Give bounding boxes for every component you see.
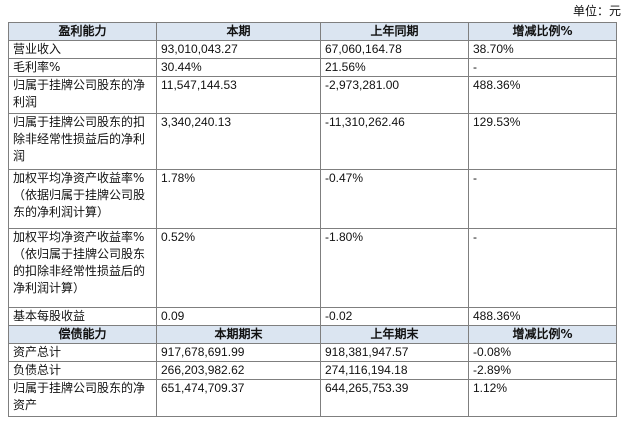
change-value: - (468, 169, 617, 229)
row-label: 加权平均净资产收益率%（依据归属于挂牌公司股东的净利润计算） (8, 169, 157, 229)
row-label: 毛利率% (8, 58, 157, 77)
row-label: 营业收入 (8, 40, 157, 59)
current-value: 917,678,691.99 (156, 343, 321, 362)
table-row: 归属于挂牌公司股东的净资产 651,474,709.37 644,265,753… (8, 379, 617, 417)
change-value: - (468, 228, 617, 308)
row-label: 基本每股收益 (8, 307, 157, 326)
prior-value: -0.47% (320, 169, 469, 229)
row-label: 资产总计 (8, 343, 157, 362)
change-value: 488.36% (468, 307, 617, 326)
prior-value: 918,381,947.57 (320, 343, 469, 362)
prior-value: -11,310,262.46 (320, 113, 469, 170)
header-current-period: 本期 (156, 22, 321, 41)
header-solvency: 偿债能力 (8, 325, 157, 344)
current-value: 266,203,982.62 (156, 361, 321, 380)
change-value: -2.89% (468, 361, 617, 380)
row-label: 加权平均净资产收益率%（依归属于挂牌公司股东的扣除非经常性损益后的净利润计算） (8, 228, 157, 308)
header-prior-period: 上年同期 (320, 22, 469, 41)
table-row: 营业收入 93,010,043.27 67,060,164.78 38.70% (8, 40, 617, 59)
change-value: 488.36% (468, 76, 617, 114)
row-label: 归属于挂牌公司股东的净利润 (8, 76, 157, 114)
table-row: 基本每股收益 0.09 -0.02 488.36% (8, 307, 617, 326)
table-row: 加权平均净资产收益率%（依据归属于挂牌公司股东的净利润计算） 1.78% -0.… (8, 169, 617, 229)
prior-value: 21.56% (320, 58, 469, 77)
prior-value: 274,116,194.18 (320, 361, 469, 380)
current-value: 3,340,240.13 (156, 113, 321, 170)
row-label: 负债总计 (8, 361, 157, 380)
prior-value: -2,973,281.00 (320, 76, 469, 114)
header-profitability: 盈利能力 (8, 22, 157, 41)
financial-summary-table: 盈利能力 本期 上年同期 增减比例% 营业收入 93,010,043.27 67… (8, 22, 617, 417)
current-value: 30.44% (156, 58, 321, 77)
table-row: 毛利率% 30.44% 21.56% - (8, 58, 617, 77)
profitability-header-row: 盈利能力 本期 上年同期 增减比例% (8, 22, 617, 41)
header-period-end: 本期期末 (156, 325, 321, 344)
row-label: 归属于挂牌公司股东的净资产 (8, 379, 157, 417)
table-row: 负债总计 266,203,982.62 274,116,194.18 -2.89… (8, 361, 617, 380)
prior-value: 644,265,753.39 (320, 379, 469, 417)
solvency-header-row: 偿债能力 本期期末 上年期末 增减比例% (8, 325, 617, 344)
prior-value: 67,060,164.78 (320, 40, 469, 59)
current-value: 651,474,709.37 (156, 379, 321, 417)
current-value: 0.09 (156, 307, 321, 326)
header-change-percent: 增减比例% (468, 22, 617, 41)
change-value: - (468, 58, 617, 77)
prior-value: -0.02 (320, 307, 469, 326)
header-prior-year-end: 上年期末 (320, 325, 469, 344)
prior-value: -1.80% (320, 228, 469, 308)
table-row: 资产总计 917,678,691.99 918,381,947.57 -0.08… (8, 343, 617, 362)
change-value: 38.70% (468, 40, 617, 59)
current-value: 1.78% (156, 169, 321, 229)
change-value: -0.08% (468, 343, 617, 362)
row-label: 归属于挂牌公司股东的扣除非经常性损益后的净利润 (8, 113, 157, 170)
table-row: 加权平均净资产收益率%（依归属于挂牌公司股东的扣除非经常性损益后的净利润计算） … (8, 228, 617, 308)
current-value: 11,547,144.53 (156, 76, 321, 114)
table-row: 归属于挂牌公司股东的净利润 11,547,144.53 -2,973,281.0… (8, 76, 617, 114)
current-value: 0.52% (156, 228, 321, 308)
table-row: 归属于挂牌公司股东的扣除非经常性损益后的净利润 3,340,240.13 -11… (8, 113, 617, 170)
header-change-percent: 增减比例% (468, 325, 617, 344)
current-value: 93,010,043.27 (156, 40, 321, 59)
change-value: 1.12% (468, 379, 617, 417)
change-value: 129.53% (468, 113, 617, 170)
unit-label: 单位：元 (572, 4, 621, 18)
